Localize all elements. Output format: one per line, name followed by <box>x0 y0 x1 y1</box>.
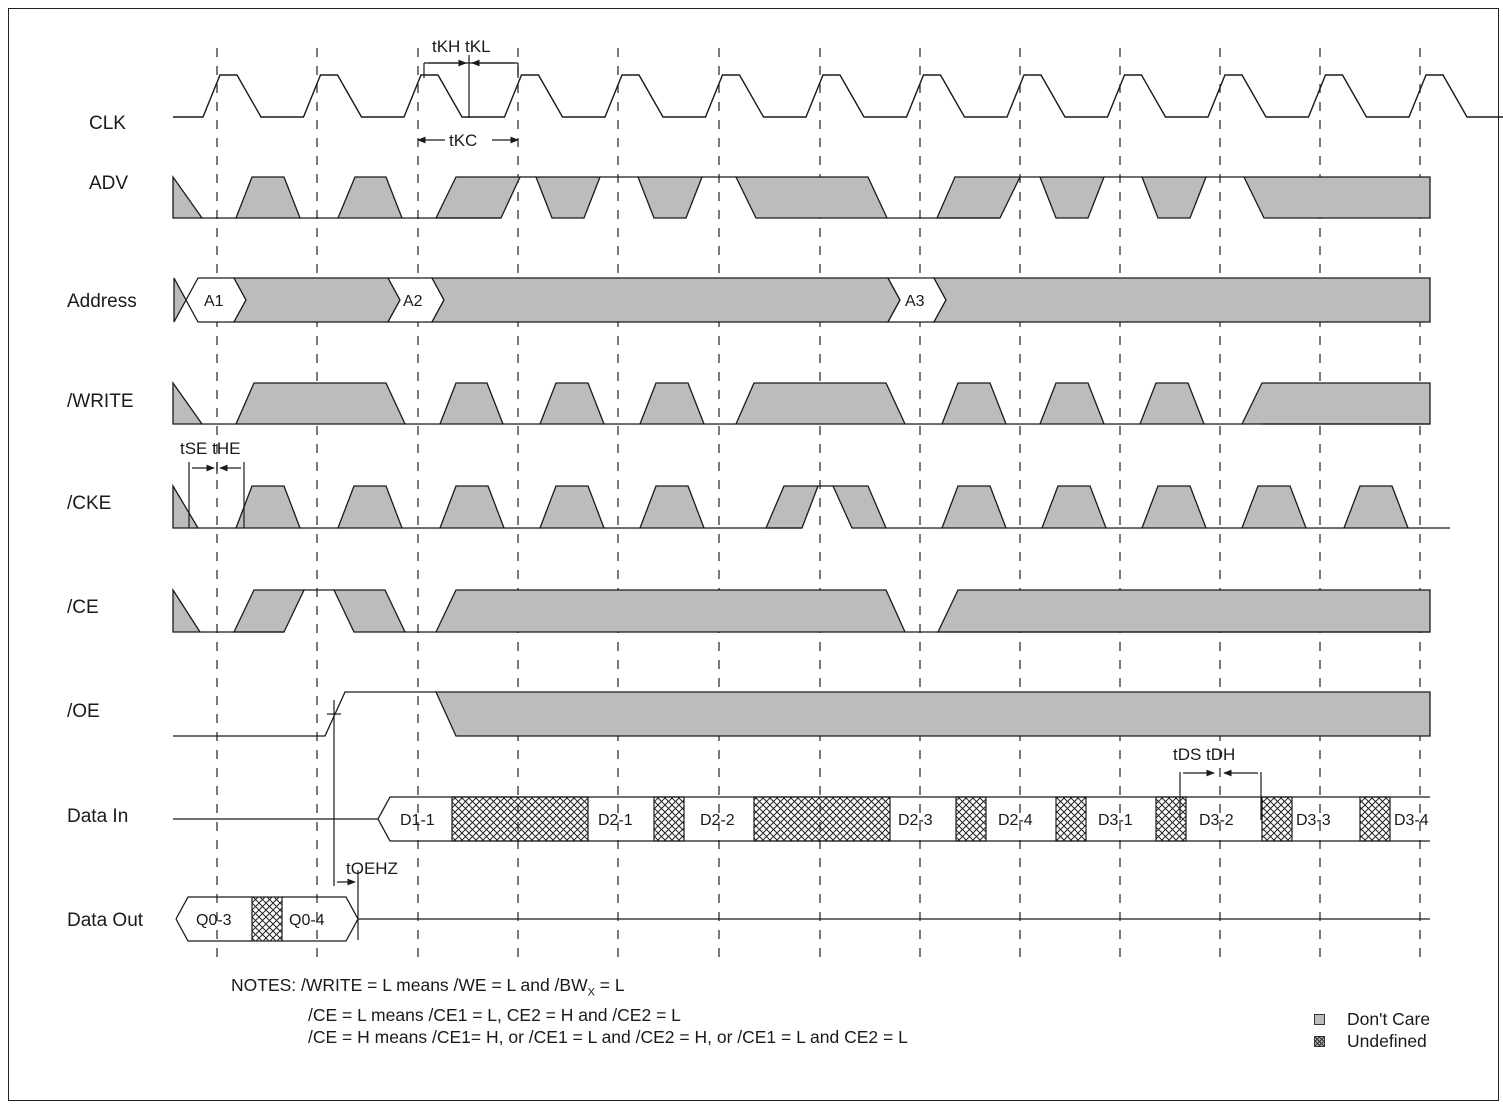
tkh-tkl-annotation: tKH tKL <box>423 37 519 118</box>
notes-line-1: NOTES: /WRITE = L means /WE = L and /BWX… <box>231 974 908 1004</box>
data-in-d3-1: D3-1 <box>1098 812 1133 829</box>
label-data-out: Data Out <box>67 910 144 931</box>
label-address: Address <box>67 291 137 312</box>
undefined-swatch-icon <box>1314 1035 1325 1047</box>
clk-waveform <box>173 74 1503 118</box>
adv-waveform <box>172 174 1431 219</box>
label-data-in: Data In <box>67 806 128 827</box>
data-in-d3-2: D3-2 <box>1199 812 1234 829</box>
data-in-d2-1: D2-1 <box>598 812 633 829</box>
label-adv: ADV <box>89 173 128 194</box>
data-in-d3-3: D3-3 <box>1296 812 1331 829</box>
notes-line-2: /CE = L means /CE1 = L, CE2 = H and /CE2… <box>308 1004 681 1025</box>
legend-dont-care: Don't Care <box>1314 1008 1430 1030</box>
tds-tdh-label: tDS tDH <box>1173 745 1235 764</box>
label-write: /WRITE <box>67 391 134 412</box>
write-waveform <box>172 380 1431 425</box>
tkc-label: tKC <box>449 131 477 150</box>
tse-the-label: tSE tHE <box>180 439 240 458</box>
data-in-d1-1: D1-1 <box>400 812 435 829</box>
label-oe: /OE <box>67 701 100 722</box>
address-a2: A2 <box>403 293 423 310</box>
label-ce: /CE <box>67 597 99 618</box>
notes-line-1-subscript: X <box>587 986 595 999</box>
ce-waveform <box>172 587 1431 633</box>
data-out-q0-4: Q0-4 <box>289 912 325 929</box>
data-in-d2-2: D2-2 <box>700 812 735 829</box>
data-in-d2-4: D2-4 <box>998 812 1033 829</box>
address-bus: A1 A2 A3 <box>173 277 1431 323</box>
clk-trace <box>173 74 1503 118</box>
data-in-d2-3: D2-3 <box>898 812 933 829</box>
data-in-d3-4: D3-4 <box>1394 812 1429 829</box>
tkh-tkl-label: tKH tKL <box>432 37 491 56</box>
notes-line-3: /CE = H means /CE1= H, or /CE1 = L and /… <box>308 1026 908 1047</box>
notes-line-1-text: /WRITE = L means /WE = L and /BW <box>301 975 588 995</box>
notes-prefix: NOTES: <box>231 975 302 995</box>
address-a3: A3 <box>905 293 925 310</box>
notes-block: NOTES: /WRITE = L means /WE = L and /BWX… <box>231 974 908 1048</box>
legend-undefined: Undefined <box>1314 1030 1430 1052</box>
data-out-bus: Q0-3 Q0-4 tOEHZ <box>175 859 1430 942</box>
tkc-annotation: tKC <box>417 131 519 150</box>
legend-dont-care-label: Don't Care <box>1347 1009 1431 1029</box>
label-cke: /CKE <box>67 493 111 514</box>
toehz-label: tOEHZ <box>346 859 398 878</box>
address-a1: A1 <box>204 293 224 310</box>
legend-undefined-label: Undefined <box>1347 1031 1427 1051</box>
label-clk: CLK <box>89 113 126 134</box>
notes-line-1-suffix: = L <box>594 975 625 995</box>
data-in-bus: D1-1 D2-1 D2-2 D2-3 D2-4 D3-1 D3-2 D3-3 … <box>173 745 1430 842</box>
oe-waveform <box>173 691 1431 886</box>
data-out-q0-3: Q0-3 <box>196 912 232 929</box>
dont-care-swatch-icon <box>1314 1013 1325 1025</box>
cke-waveform: tSE tHE <box>172 439 1450 529</box>
legend: Don't Care Undefined <box>1314 1008 1430 1052</box>
